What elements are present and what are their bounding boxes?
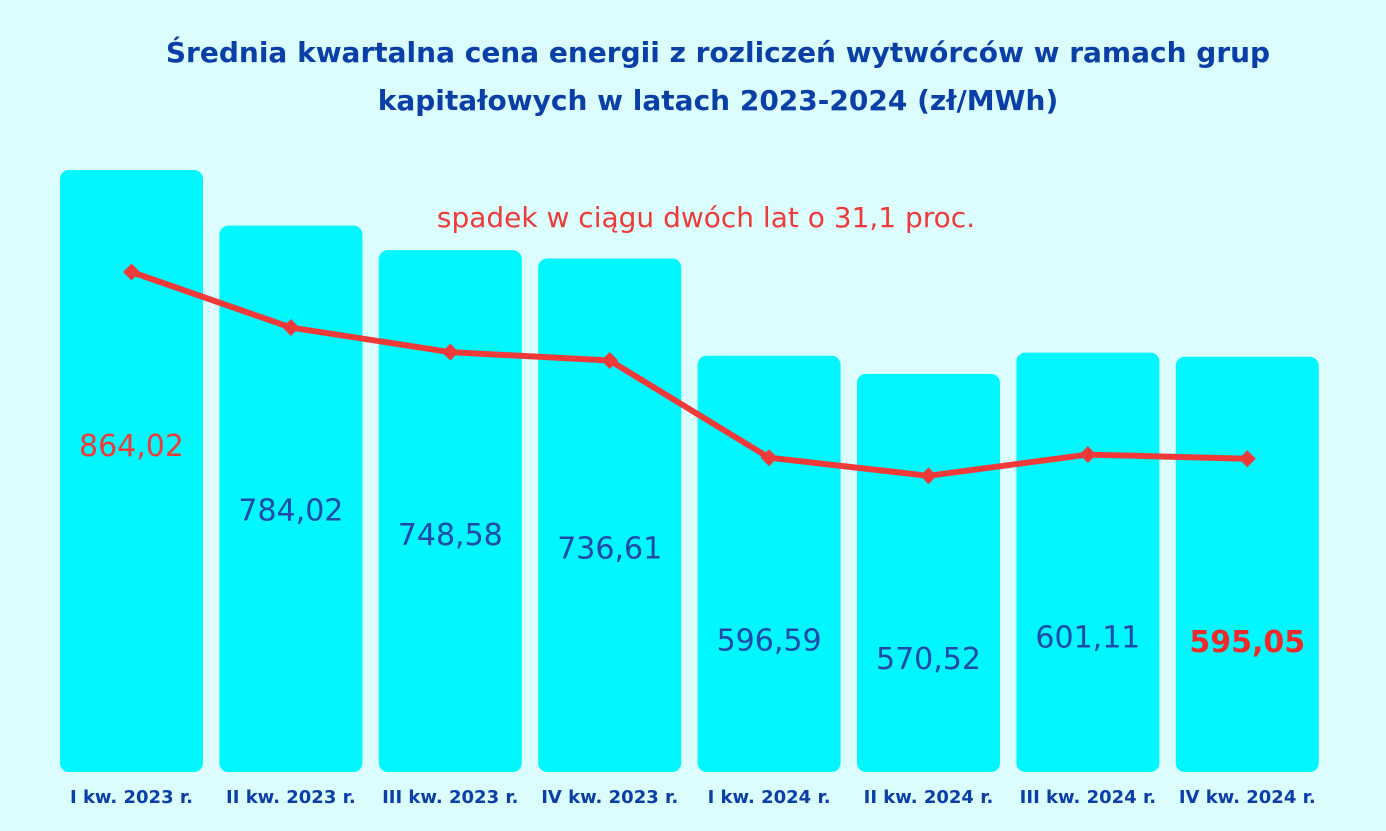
- value-label-3: 748,58: [398, 518, 503, 553]
- bars-group: [60, 170, 1319, 773]
- value-label-1: 864,02: [79, 429, 184, 464]
- bar-6: [857, 373, 1000, 772]
- x-tick-label-3: III kw. 2023 r.: [382, 787, 518, 808]
- bar-1: [60, 170, 203, 772]
- bar-8: [1175, 356, 1319, 772]
- trend-annotation: spadek w ciągu dwóch lat o 31,1 proc.: [437, 201, 975, 234]
- value-label-7: 601,11: [1035, 621, 1140, 656]
- x-tick-label-6: II kw. 2024 r.: [864, 787, 994, 808]
- value-label-4: 736,61: [557, 531, 662, 566]
- trend-point-1: [123, 263, 140, 281]
- x-tick-labels-group: I kw. 2023 r. II kw. 2023 r. III kw. 2023 …: [70, 787, 1316, 808]
- value-label-6: 570,52: [876, 642, 981, 677]
- x-tick-label-7: III kw. 2024 r.: [1020, 787, 1156, 808]
- x-tick-label-8: IV kw. 2024 r.: [1179, 787, 1316, 808]
- trend-point-5: [760, 449, 778, 467]
- bar-4: [538, 258, 682, 772]
- x-tick-label-4: IV kw. 2023 r.: [541, 787, 678, 808]
- bar-2: [219, 225, 363, 772]
- chart-title-line-1: Średnia kwartalna cena energii z rozlicz…: [166, 35, 1270, 69]
- x-tick-label-5: I kw. 2024 r.: [708, 787, 831, 808]
- trend-point-2: [282, 319, 300, 337]
- value-label-2: 784,02: [238, 494, 343, 529]
- bar-7: [1016, 352, 1160, 772]
- bar-3: [378, 250, 522, 773]
- value-label-5: 596,59: [717, 624, 822, 659]
- trend-point-3: [441, 343, 459, 361]
- x-tick-label-1: I kw. 2023 r.: [70, 787, 193, 808]
- trend-line: [128, 269, 1251, 479]
- x-tick-label-2: II kw. 2023 r.: [226, 787, 356, 808]
- trend-point-6: [920, 467, 937, 485]
- bar-5: [697, 355, 841, 772]
- value-label-8: 595,05: [1189, 625, 1305, 660]
- chart-title-line-2: kapitałowych w latach 2023-2024 (zł/MWh): [378, 84, 1059, 117]
- trend-point-4: [601, 351, 619, 369]
- value-labels-group: 864,02 784,02 748,58 736,61 596,59 570,52 601,…: [79, 429, 1305, 677]
